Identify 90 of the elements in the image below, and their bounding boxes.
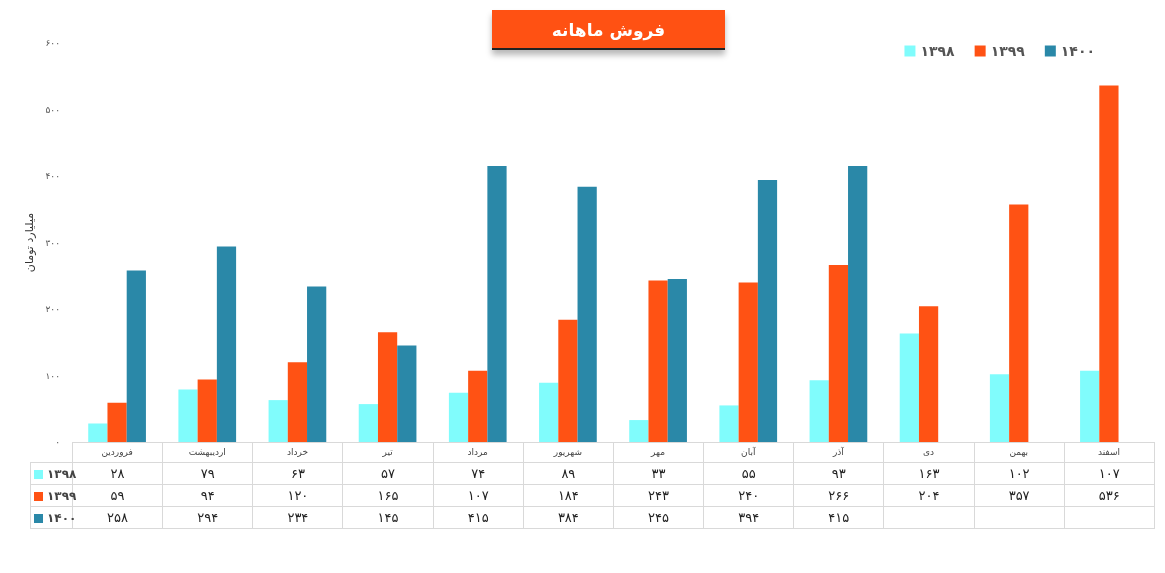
data-label: ۳۳ — [613, 462, 704, 485]
bar — [719, 405, 739, 442]
legend-label: ۱۴۰۰ — [1060, 43, 1096, 59]
bar — [757, 179, 778, 442]
x-tick-label: آذر — [831, 445, 845, 457]
y-tick-label: ۳۰۰ — [45, 237, 60, 248]
bar — [558, 319, 578, 442]
bar — [539, 382, 559, 442]
chart-title: فروش ماهانه — [551, 20, 666, 40]
data-label: ۱۶۳ — [883, 462, 975, 485]
bar — [126, 270, 146, 442]
data-label: ۴۱۵ — [433, 506, 524, 529]
x-tick-label: شهریور — [552, 446, 582, 457]
data-label: ۶۳ — [252, 462, 343, 485]
data-label: ۱۲۰ — [252, 484, 343, 507]
bar — [738, 282, 758, 442]
bar — [809, 380, 829, 442]
y-tick-label: ۰ — [55, 437, 60, 447]
x-tick-label: اسفند — [1097, 446, 1120, 457]
bar — [629, 420, 649, 442]
data-label: ۳۵۷ — [974, 484, 1065, 507]
data-label: ۲۶۶ — [793, 484, 884, 507]
bar — [577, 186, 597, 442]
data-label: ۱۰۷ — [1064, 462, 1155, 485]
bar — [1009, 204, 1029, 442]
y-axis-title: میلیارد تومان — [22, 212, 36, 273]
data-label: ۲۴۵ — [613, 506, 704, 529]
bar — [468, 370, 488, 442]
bar — [397, 345, 417, 442]
y-tick-label: ۶۰۰ — [45, 38, 60, 48]
bar — [487, 166, 507, 442]
data-label: ۵۳۶ — [1064, 484, 1155, 507]
bar — [107, 402, 127, 442]
y-tick-label: ۵۰۰ — [45, 104, 60, 115]
bar — [448, 392, 469, 442]
data-label: ۵۵ — [703, 462, 794, 485]
bar — [268, 400, 288, 442]
bar — [216, 246, 237, 442]
data-label: ۲۴۳ — [613, 484, 704, 507]
data-label: ۵۷ — [342, 462, 434, 485]
bar — [1080, 370, 1100, 442]
x-tick-label: اردیبهشت — [188, 446, 226, 457]
legend-label: ۱۳۹۹ — [990, 43, 1026, 59]
data-label: ۲۳۴ — [252, 506, 343, 529]
bar — [918, 306, 939, 442]
data-label: ۹۴ — [162, 484, 253, 507]
bar — [1099, 85, 1119, 442]
data-label: ۲۴۰ — [703, 484, 794, 507]
x-tick-label: تیر — [381, 446, 394, 457]
data-label: ۲۹۴ — [162, 506, 253, 529]
bar — [287, 362, 308, 442]
x-tick-label: آبان — [741, 445, 756, 457]
data-label: ۱۸۴ — [523, 484, 614, 507]
x-tick-label: بهمن — [1009, 446, 1029, 457]
x-tick-label: مرداد — [467, 446, 489, 457]
data-label: ۹۳ — [793, 462, 884, 485]
bar — [358, 404, 378, 442]
bar — [899, 333, 919, 442]
x-tick-label: دی — [923, 446, 935, 457]
data-label: ۵۹ — [110, 488, 125, 503]
data-label: ۷۹ — [162, 462, 253, 485]
y-tick-label: ۱۰۰ — [45, 370, 60, 381]
bar — [989, 374, 1010, 442]
x-tick-label: خرداد — [286, 446, 308, 457]
data-label: ۳۹۴ — [703, 506, 794, 529]
bar — [307, 286, 327, 442]
bar — [197, 379, 217, 442]
data-label: ۱۴۵ — [342, 506, 434, 529]
x-tick-label: مهر — [650, 446, 666, 457]
data-label: ۴۱۵ — [793, 506, 884, 529]
legend-label: ۱۳۹۸ — [920, 43, 956, 59]
data-label: ۱۰۲ — [974, 462, 1065, 485]
bar — [377, 332, 398, 442]
x-tick-label: فروردین — [101, 446, 133, 457]
data-label: ۳۸۴ — [523, 506, 614, 529]
data-label: ۲۸ — [110, 466, 125, 481]
y-tick-label: ۴۰۰ — [45, 171, 60, 181]
y-tick-label: ۲۰۰ — [45, 304, 60, 314]
data-label: ۸۹ — [523, 462, 614, 485]
data-label: ۲۵۸ — [107, 510, 129, 525]
data-label: ۲۰۴ — [883, 484, 975, 507]
data-label: ۷۴ — [433, 462, 524, 485]
bar — [648, 280, 668, 442]
bar — [848, 166, 868, 442]
bar — [178, 389, 198, 442]
bar — [88, 423, 108, 442]
bar — [667, 279, 687, 442]
data-label: ۱۶۵ — [342, 484, 434, 507]
data-label: ۱۰۷ — [433, 484, 524, 507]
bar — [828, 265, 849, 442]
